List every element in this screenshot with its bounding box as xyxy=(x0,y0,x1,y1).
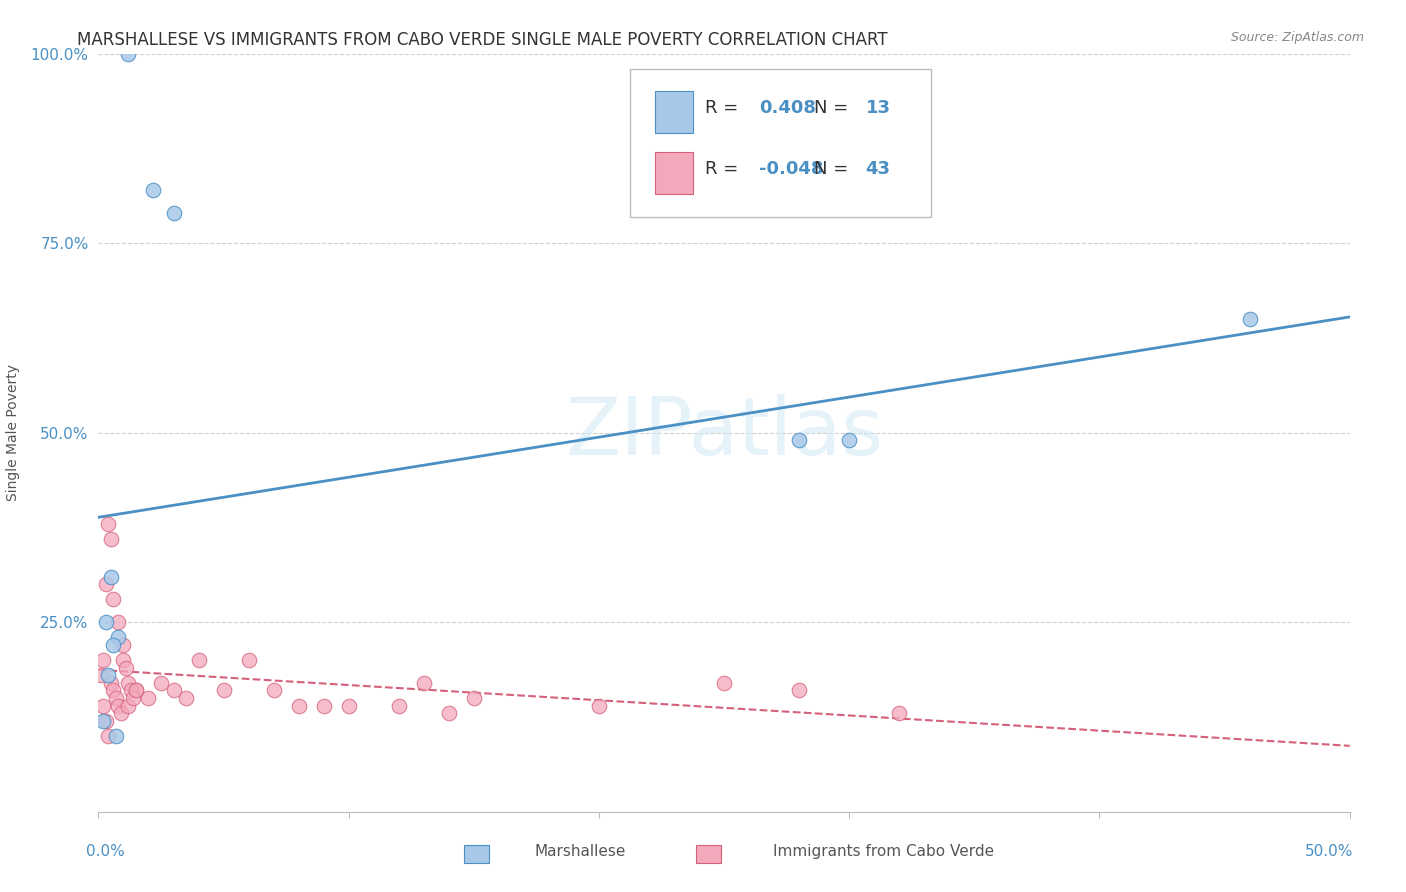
Point xyxy=(588,698,610,713)
Point xyxy=(412,676,434,690)
Text: Immigrants from Cabo Verde: Immigrants from Cabo Verde xyxy=(773,845,994,859)
FancyBboxPatch shape xyxy=(655,92,693,133)
Point xyxy=(713,676,735,690)
Text: Source: ZipAtlas.com: Source: ZipAtlas.com xyxy=(1230,31,1364,45)
Point xyxy=(238,653,260,667)
Point xyxy=(838,434,860,448)
Point xyxy=(107,615,129,630)
FancyBboxPatch shape xyxy=(655,153,693,194)
Text: 13: 13 xyxy=(866,99,890,117)
Text: R =: R = xyxy=(706,160,744,178)
Point xyxy=(100,570,122,584)
Point xyxy=(388,698,411,713)
Point xyxy=(93,653,115,667)
Text: 0.0%: 0.0% xyxy=(86,845,125,859)
Point xyxy=(107,698,129,713)
Point xyxy=(100,676,122,690)
Point xyxy=(120,683,142,698)
Text: 0.408: 0.408 xyxy=(759,99,815,117)
Point xyxy=(212,683,235,698)
Point xyxy=(100,532,122,546)
Point xyxy=(97,729,120,743)
Point xyxy=(437,706,460,721)
Point xyxy=(104,729,127,743)
Point xyxy=(187,653,209,667)
Point xyxy=(117,698,139,713)
Point xyxy=(122,691,145,706)
Point xyxy=(103,638,125,652)
Point xyxy=(263,683,285,698)
Point xyxy=(142,183,165,197)
Point xyxy=(107,630,129,644)
Point xyxy=(117,46,139,61)
Point xyxy=(889,706,911,721)
Text: N =: N = xyxy=(814,99,855,117)
Point xyxy=(787,683,810,698)
Point xyxy=(787,434,810,448)
Point xyxy=(125,683,148,698)
Point xyxy=(110,706,132,721)
Point xyxy=(90,668,112,682)
Point xyxy=(103,683,125,698)
Point xyxy=(287,698,309,713)
Point xyxy=(94,714,117,728)
Text: R =: R = xyxy=(706,99,744,117)
Point xyxy=(112,638,135,652)
Point xyxy=(138,691,160,706)
Text: N =: N = xyxy=(814,160,855,178)
Point xyxy=(337,698,360,713)
Y-axis label: Single Male Poverty: Single Male Poverty xyxy=(6,364,20,501)
Text: MARSHALLESE VS IMMIGRANTS FROM CABO VERDE SINGLE MALE POVERTY CORRELATION CHART: MARSHALLESE VS IMMIGRANTS FROM CABO VERD… xyxy=(77,31,889,49)
Point xyxy=(463,691,485,706)
Point xyxy=(103,592,125,607)
Point xyxy=(162,683,184,698)
Point xyxy=(97,668,120,682)
Point xyxy=(117,676,139,690)
Text: 50.0%: 50.0% xyxy=(1305,845,1353,859)
Point xyxy=(162,206,184,220)
Point xyxy=(125,683,148,698)
Text: -0.048: -0.048 xyxy=(759,160,824,178)
Text: 43: 43 xyxy=(866,160,890,178)
Point xyxy=(94,615,117,630)
FancyBboxPatch shape xyxy=(630,69,931,217)
Point xyxy=(112,653,135,667)
Point xyxy=(174,691,197,706)
Text: Marshallese: Marshallese xyxy=(534,845,626,859)
Point xyxy=(150,676,173,690)
Point xyxy=(97,516,120,531)
Point xyxy=(104,691,127,706)
Point xyxy=(93,714,115,728)
Point xyxy=(312,698,335,713)
Point xyxy=(93,698,115,713)
Point xyxy=(94,577,117,591)
Text: ZIPatlas: ZIPatlas xyxy=(565,393,883,472)
Point xyxy=(115,660,138,675)
Point xyxy=(1239,312,1261,326)
